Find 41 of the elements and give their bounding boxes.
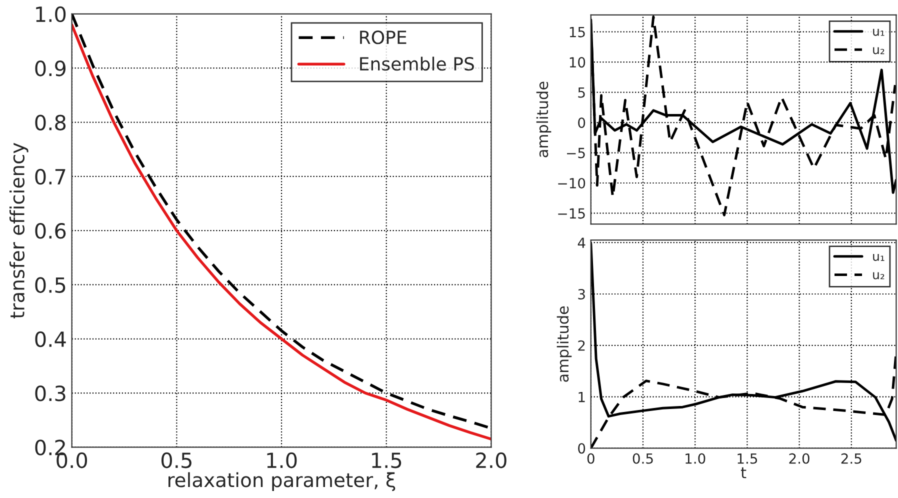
y-tick-label: 0.7 [35,168,66,185]
legend-label: u₂ [873,47,884,54]
x-tick-label: 2.5 [841,453,862,464]
y-tick-label: 0.8 [35,114,66,130]
y-tick-label: 1.0 [36,6,66,22]
x-axis-title: relaxation parameter, ξ [168,472,396,492]
x-tick-label: 1.5 [372,452,402,468]
x-tick-label: 2.0 [789,453,810,464]
legend-label: Ensemble PS [360,56,474,71]
y-tick-label: −5 [567,148,585,158]
y-tick-label: 0 [578,118,586,128]
legend-label: u₁ [873,254,884,261]
y-tick-label: 4 [578,238,586,248]
y-tick-label: 1 [578,392,585,402]
y-tick-label: 5 [578,87,585,98]
y-axis-title: amplitude [536,82,552,158]
y-tick-label: 0.6 [35,223,66,239]
x-tick-label: 1.0 [267,452,297,468]
y-tick-label: −15 [558,208,585,219]
x-tick-label: 2.0 [476,452,506,468]
x-tick-label: 1.0 [686,453,706,464]
x-tick-label: 1.5 [738,453,758,464]
legend-label: u₁ [873,28,884,36]
y-tick-label: 3 [578,288,585,300]
y-axis-title: amplitude [556,306,572,382]
y-tick-label: 10 [570,57,586,68]
legend-label: u₂ [873,272,884,280]
y-tick-label: −10 [558,178,586,188]
x-tick-label: 0.5 [632,453,653,464]
y-tick-label: 15 [570,27,585,38]
y-tick-label: 2 [578,340,585,351]
x-tick-label: 0.5 [161,452,192,468]
y-tick-label: 0.9 [35,60,66,76]
x-axis-title: t [740,467,746,478]
y-tick-label: 0.4 [35,331,66,348]
y-tick-label: 0 [578,443,586,454]
y-axis-title: transfer efficiency [9,142,28,318]
y-tick-label: 0.3 [35,386,66,402]
x-tick-label: 0 [587,453,594,464]
y-tick-label: 0.5 [35,277,66,293]
legend-label: ROPE [360,30,406,44]
